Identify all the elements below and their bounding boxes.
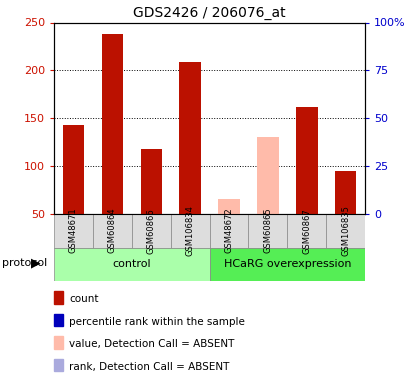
Text: GSM106835: GSM106835 <box>341 205 350 256</box>
Text: percentile rank within the sample: percentile rank within the sample <box>69 317 245 327</box>
Text: GSM48671: GSM48671 <box>69 208 78 254</box>
FancyBboxPatch shape <box>210 248 365 281</box>
Text: GSM60867: GSM60867 <box>303 208 311 254</box>
FancyBboxPatch shape <box>93 214 132 248</box>
Text: GSM60866: GSM60866 <box>147 208 156 254</box>
Text: control: control <box>112 260 151 269</box>
FancyBboxPatch shape <box>326 214 365 248</box>
Text: HCaRG overexpression: HCaRG overexpression <box>224 260 351 269</box>
Text: GSM106834: GSM106834 <box>186 205 195 256</box>
Bar <box>218 200 240 214</box>
Text: ▶: ▶ <box>31 256 41 269</box>
Text: rank, Detection Call = ABSENT: rank, Detection Call = ABSENT <box>69 362 229 372</box>
Bar <box>257 137 278 214</box>
FancyBboxPatch shape <box>287 214 326 248</box>
FancyBboxPatch shape <box>249 214 287 248</box>
Bar <box>102 34 123 214</box>
FancyBboxPatch shape <box>171 214 210 248</box>
Text: GSM60864: GSM60864 <box>108 208 117 254</box>
Bar <box>179 62 201 214</box>
FancyBboxPatch shape <box>54 214 93 248</box>
FancyBboxPatch shape <box>54 248 210 281</box>
Bar <box>63 125 84 214</box>
Bar <box>296 106 317 214</box>
Text: count: count <box>69 294 99 304</box>
Bar <box>335 171 356 214</box>
FancyBboxPatch shape <box>210 214 249 248</box>
Text: GSM60865: GSM60865 <box>264 208 272 254</box>
Text: value, Detection Call = ABSENT: value, Detection Call = ABSENT <box>69 339 234 349</box>
Title: GDS2426 / 206076_at: GDS2426 / 206076_at <box>133 6 286 20</box>
Text: GSM48672: GSM48672 <box>225 208 234 254</box>
Bar <box>141 149 162 214</box>
FancyBboxPatch shape <box>132 214 171 248</box>
Text: protocol: protocol <box>2 258 47 267</box>
